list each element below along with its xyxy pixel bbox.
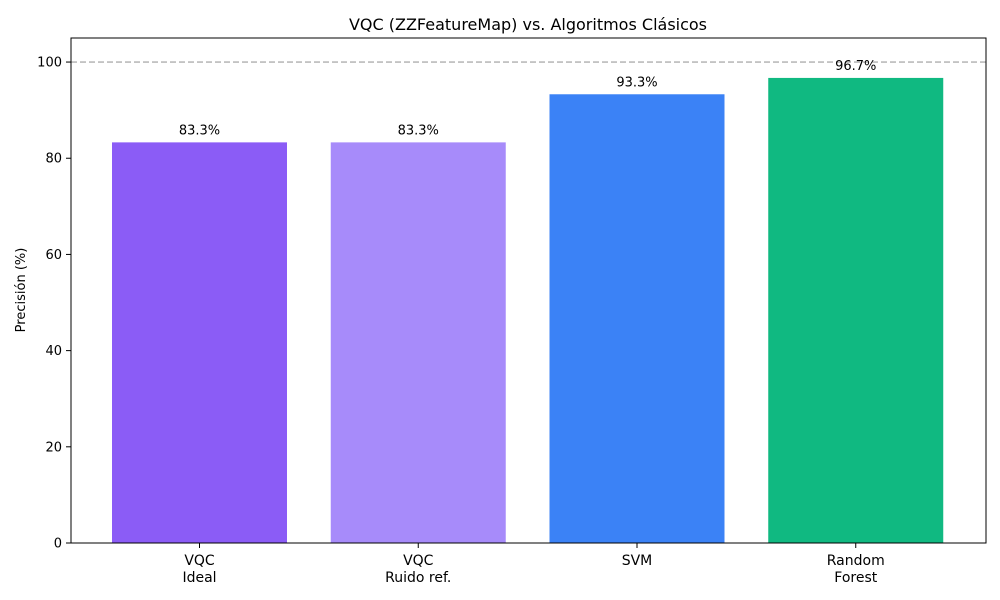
bar [112, 142, 287, 543]
y-tick-label: 100 [37, 56, 62, 71]
x-tick-label: Ruido ref. [385, 570, 451, 586]
plot-frame [70, 37, 987, 544]
x-tick-label: Ideal [182, 570, 216, 586]
bar-value-label: 83.3% [398, 123, 439, 138]
x-tick-label: VQC [403, 553, 434, 569]
y-tick-label: 80 [45, 152, 62, 167]
bar [768, 77, 944, 544]
x-tick-label: Random [827, 553, 885, 569]
y-tick-label: 20 [45, 440, 62, 455]
x-tick-label: Forest [834, 570, 877, 586]
x-tick-label: VQC [184, 553, 215, 569]
bar-value-label: 96.7% [835, 59, 876, 74]
bar-value-label: 93.3% [616, 75, 657, 90]
chart-title: VQC (ZZFeatureMap) vs. Algoritmos Clásic… [349, 15, 707, 34]
x-tick-label: SVM [622, 553, 653, 569]
y-tick-label: 60 [45, 248, 62, 263]
bar-value-label: 83.3% [179, 123, 220, 138]
bar [330, 142, 506, 543]
y-tick-label: 0 [54, 537, 62, 552]
bar [549, 94, 725, 544]
y-axis-label: Precisión (%) [14, 248, 29, 333]
y-tick-label: 40 [45, 344, 62, 359]
